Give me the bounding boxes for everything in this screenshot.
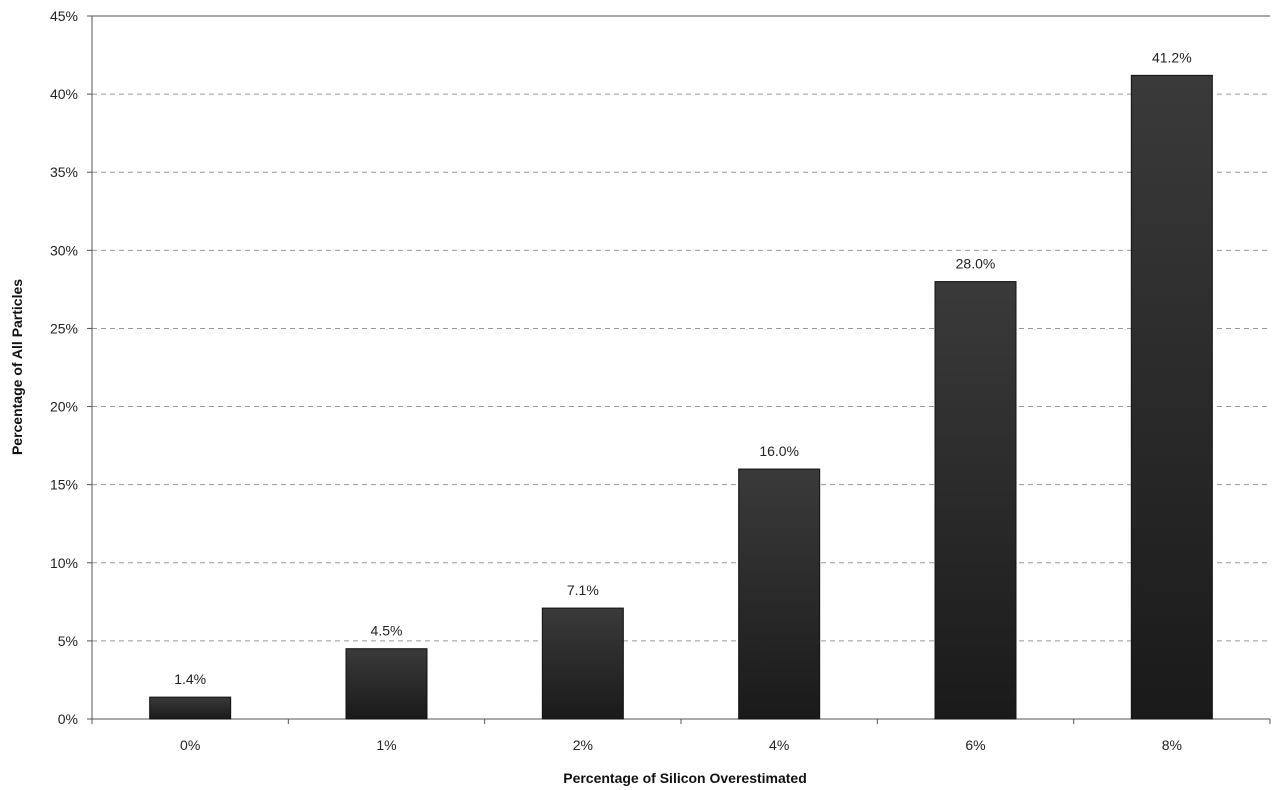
x-tick-label: 8%	[1162, 737, 1182, 753]
y-axis-ticks: 0% 5% 10% 15% 20% 25% 30% 35% 40% 45%	[50, 8, 92, 727]
data-label: 4.5%	[371, 623, 403, 639]
x-tick-label: 0%	[180, 737, 200, 753]
y-tick-label: 15%	[50, 477, 78, 493]
data-label: 16.0%	[759, 443, 799, 459]
bar	[345, 648, 428, 720]
y-tick-label: 45%	[50, 8, 78, 24]
x-tick-label: 1%	[376, 737, 396, 753]
bars	[149, 74, 1213, 720]
bar	[541, 607, 624, 720]
x-tick-label: 4%	[769, 737, 789, 753]
y-tick-label: 20%	[50, 399, 78, 415]
x-axis-ticks: 0% 1% 2% 4% 6% 8%	[91, 719, 1271, 753]
bar	[934, 281, 1017, 720]
data-labels: 1.4% 4.5% 7.1% 16.0% 28.0% 41.2%	[174, 49, 1191, 687]
x-axis-title: Percentage of Silicon Overestimated	[563, 770, 807, 786]
bar	[1130, 74, 1213, 720]
data-label: 41.2%	[1152, 49, 1192, 65]
x-tick-label: 6%	[965, 737, 985, 753]
y-tick-label: 25%	[50, 320, 78, 336]
bar	[738, 468, 821, 720]
data-label: 7.1%	[567, 582, 599, 598]
x-tick-label: 2%	[573, 737, 593, 753]
y-tick-label: 5%	[58, 633, 78, 649]
bar	[149, 696, 232, 720]
axes	[91, 15, 1270, 720]
y-tick-label: 0%	[58, 711, 78, 727]
y-tick-label: 10%	[50, 555, 78, 571]
gridlines	[92, 93, 1270, 642]
y-axis-title: Percentage of All Particles	[9, 279, 25, 455]
data-label: 1.4%	[174, 671, 206, 687]
data-label: 28.0%	[956, 256, 996, 272]
y-tick-label: 30%	[50, 242, 78, 258]
y-tick-label: 40%	[50, 86, 78, 102]
y-tick-label: 35%	[50, 164, 78, 180]
